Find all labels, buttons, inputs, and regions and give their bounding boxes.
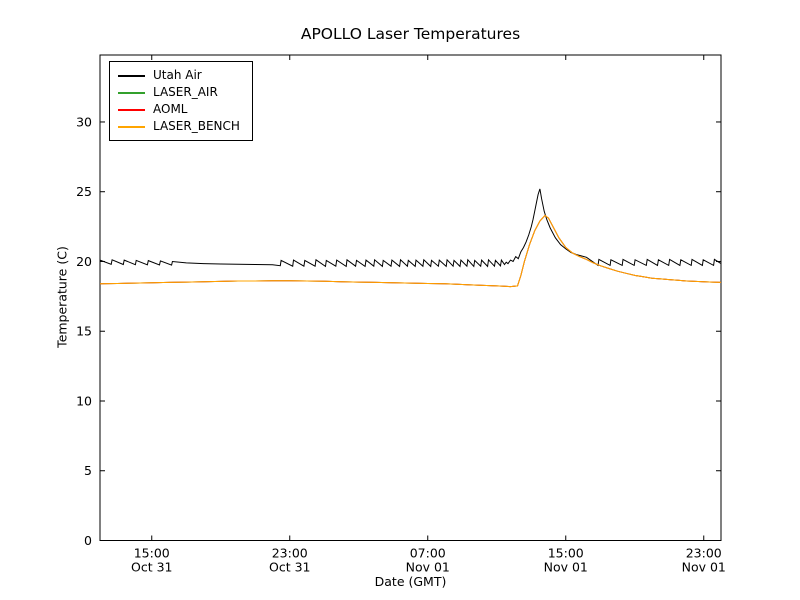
svg-text:30: 30 xyxy=(76,114,92,129)
svg-text:Oct 31: Oct 31 xyxy=(131,560,173,575)
legend-entry-utah-air: Utah Air xyxy=(118,67,240,84)
svg-text:15:00: 15:00 xyxy=(548,546,584,561)
svg-text:Nov 01: Nov 01 xyxy=(406,560,450,575)
legend-line-sample-utah-air xyxy=(118,74,145,77)
svg-text:23:00: 23:00 xyxy=(686,546,722,561)
svg-text:Oct 31: Oct 31 xyxy=(269,560,311,575)
chart-title: APOLLO Laser Temperatures xyxy=(300,25,521,43)
svg-text:5: 5 xyxy=(84,463,92,478)
legend-entry-aoml: AOML xyxy=(118,101,240,118)
legend-line-sample-aoml xyxy=(118,108,145,111)
svg-text:15: 15 xyxy=(76,324,92,339)
svg-text:25: 25 xyxy=(76,184,92,199)
legend-label-laser-air: LASER_AIR xyxy=(153,85,218,99)
svg-text:20: 20 xyxy=(76,254,92,269)
svg-text:10: 10 xyxy=(76,393,92,408)
svg-text:15:00: 15:00 xyxy=(134,546,170,561)
svg-text:Nov 01: Nov 01 xyxy=(682,560,726,575)
legend-label-utah-air: Utah Air xyxy=(153,68,202,82)
legend-label-laser-bench: LASER_BENCH xyxy=(153,119,240,133)
legend-line-sample-laser-bench xyxy=(118,125,145,128)
legend: Utah Air LASER_AIR AOML LASER_BENCH xyxy=(109,61,253,141)
legend-label-aoml: AOML xyxy=(153,102,188,116)
svg-text:07:00: 07:00 xyxy=(410,546,446,561)
x-axis-label: Date (GMT) xyxy=(374,574,447,589)
svg-text:23:00: 23:00 xyxy=(272,546,308,561)
legend-entry-laser-bench: LASER_BENCH xyxy=(118,118,240,135)
legend-entry-laser-air: LASER_AIR xyxy=(118,84,240,101)
svg-text:Nov 01: Nov 01 xyxy=(544,560,588,575)
svg-text:0: 0 xyxy=(84,533,92,548)
legend-line-sample-laser-air xyxy=(118,91,145,94)
